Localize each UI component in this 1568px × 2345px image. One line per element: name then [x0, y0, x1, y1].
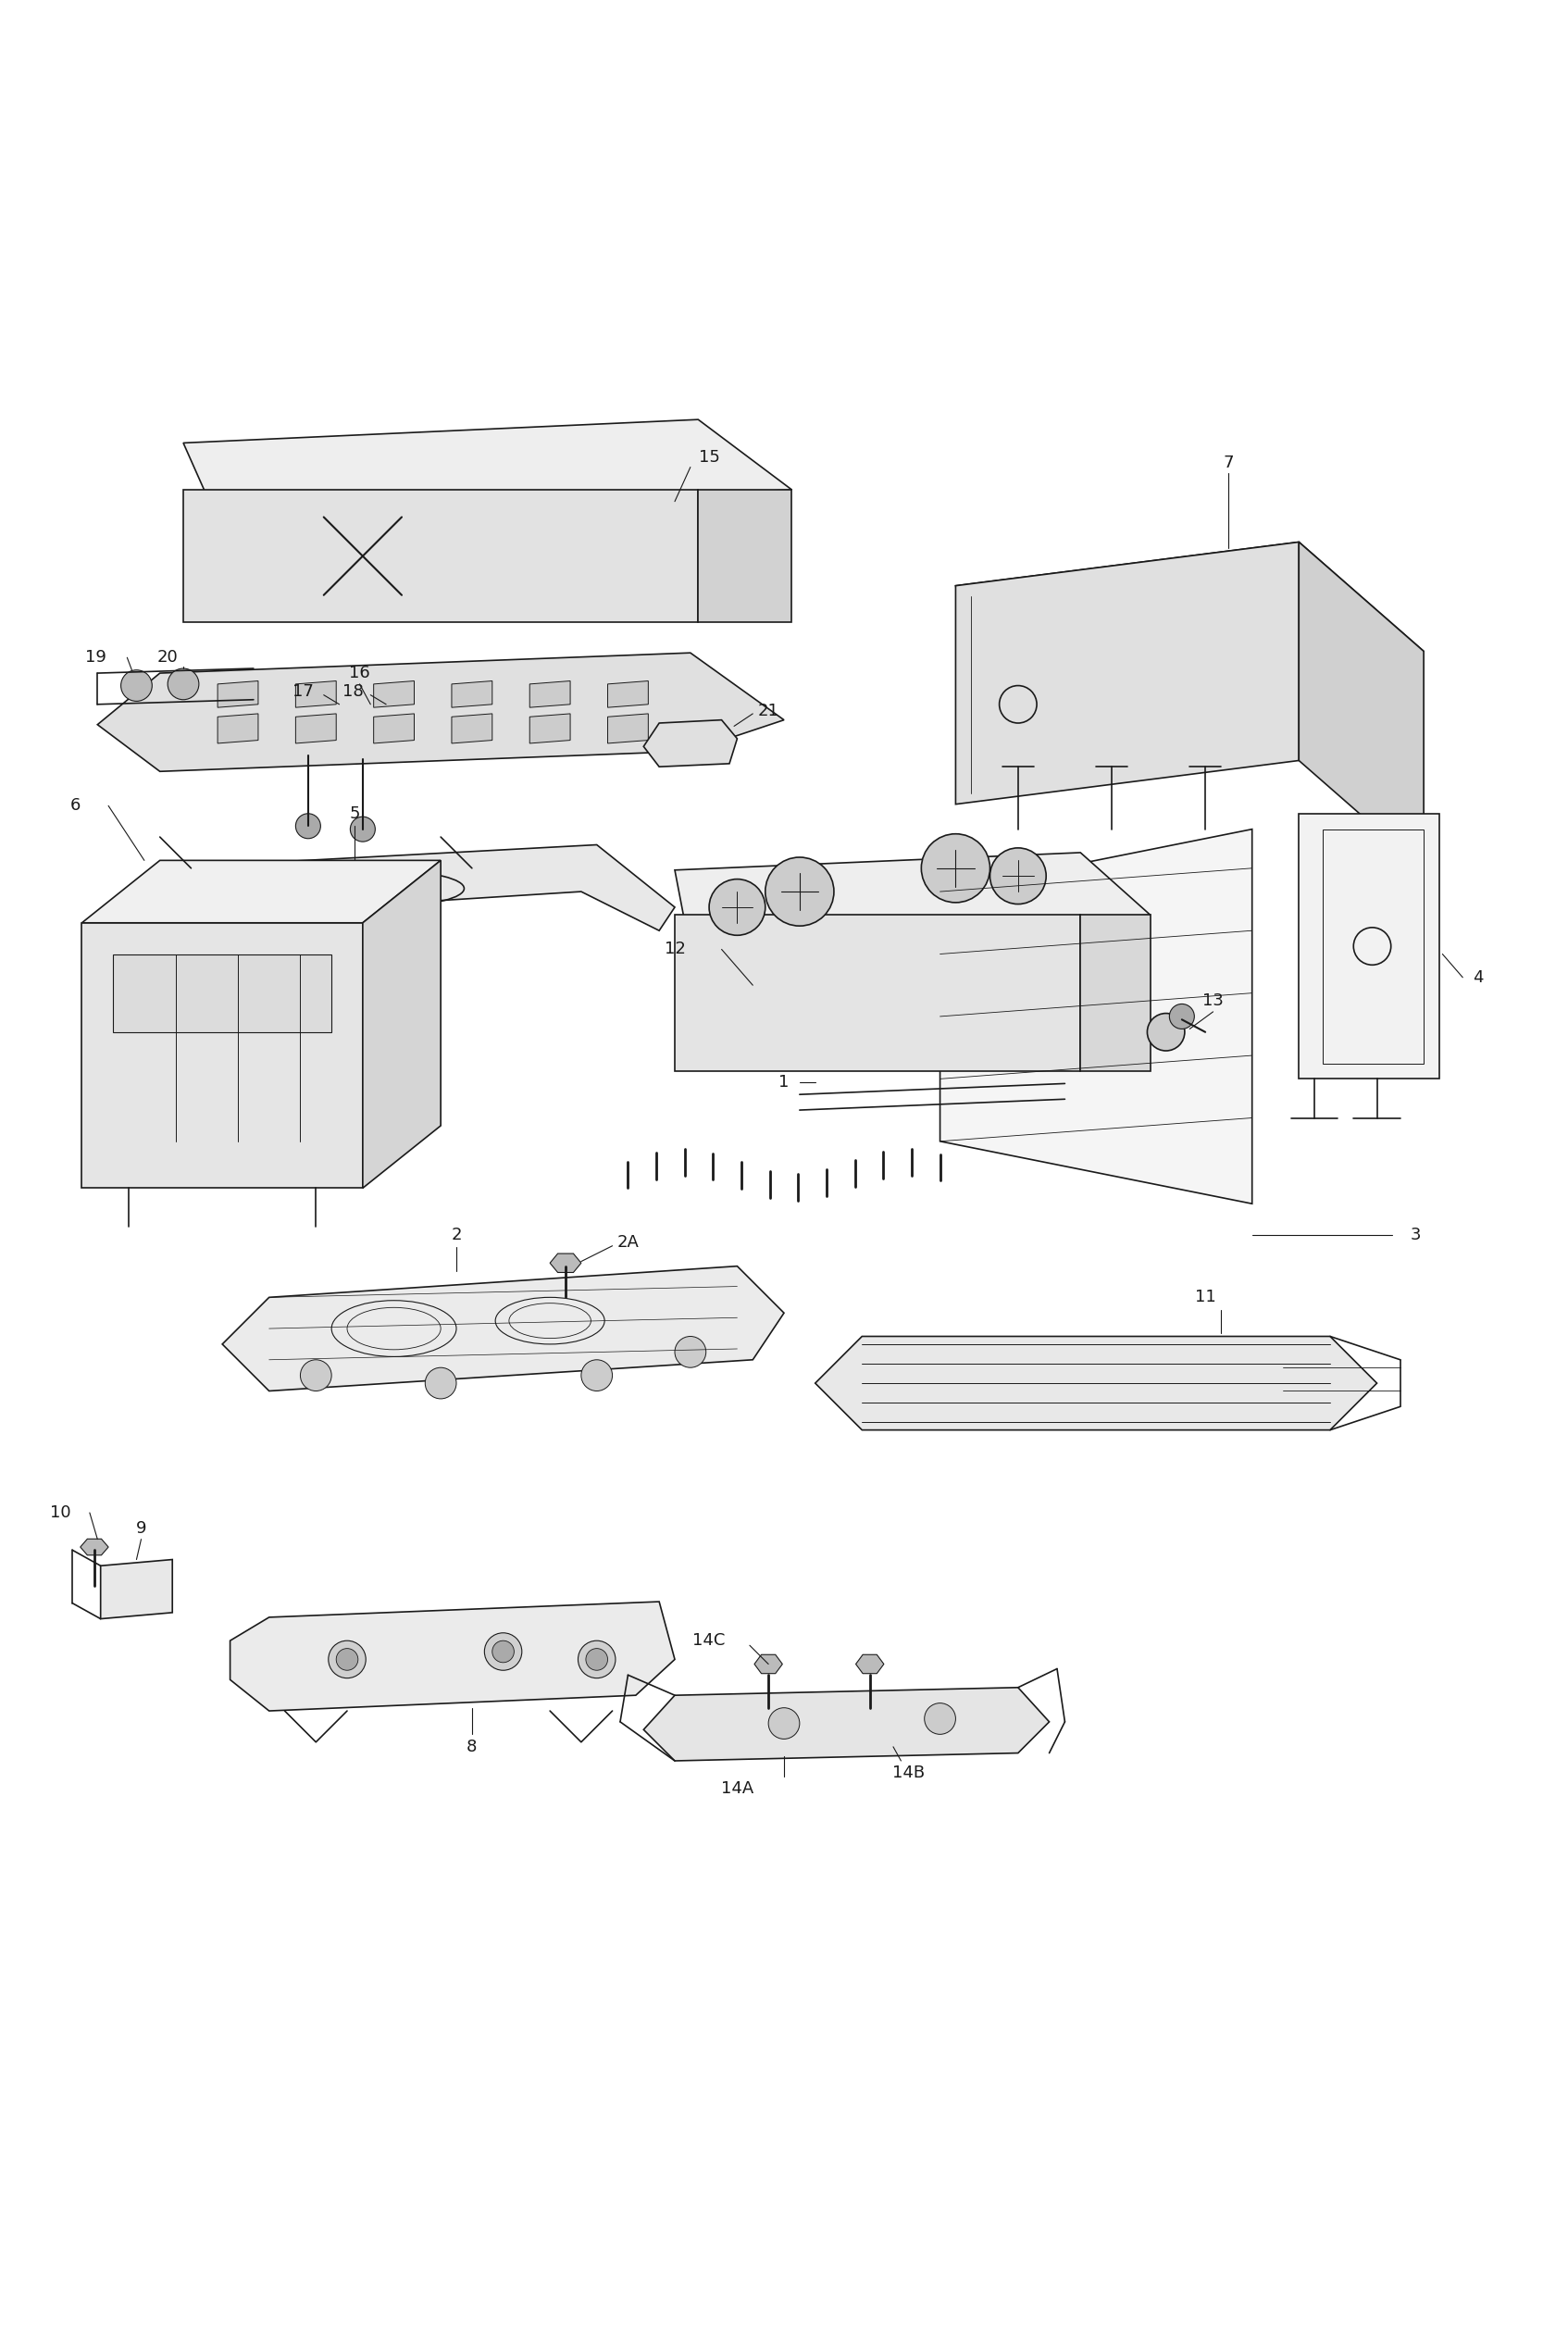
Circle shape — [582, 1360, 613, 1391]
Polygon shape — [674, 915, 1080, 1072]
Polygon shape — [698, 490, 792, 621]
Circle shape — [709, 879, 765, 936]
Polygon shape — [955, 542, 1298, 804]
Text: 12: 12 — [665, 940, 685, 957]
Polygon shape — [550, 1255, 582, 1273]
Polygon shape — [1298, 542, 1424, 870]
Circle shape — [301, 1360, 331, 1391]
Text: 9: 9 — [136, 1520, 146, 1536]
Circle shape — [922, 835, 989, 903]
Polygon shape — [373, 680, 414, 708]
Polygon shape — [373, 713, 414, 743]
Polygon shape — [643, 1688, 1049, 1761]
Polygon shape — [218, 713, 259, 743]
Polygon shape — [754, 1656, 782, 1674]
Polygon shape — [955, 542, 1424, 706]
Text: 13: 13 — [1203, 992, 1223, 1008]
Polygon shape — [230, 1602, 674, 1712]
Circle shape — [1170, 1004, 1195, 1029]
Circle shape — [579, 1642, 616, 1679]
Text: 20: 20 — [157, 650, 179, 666]
Text: 17: 17 — [293, 682, 314, 701]
Polygon shape — [1080, 915, 1151, 1072]
Polygon shape — [218, 680, 259, 708]
Polygon shape — [608, 680, 648, 708]
Polygon shape — [941, 830, 1253, 1203]
Circle shape — [336, 1649, 358, 1670]
Polygon shape — [530, 680, 571, 708]
Text: 6: 6 — [71, 797, 82, 814]
Text: 16: 16 — [350, 664, 370, 682]
Polygon shape — [452, 680, 492, 708]
Text: 14C: 14C — [693, 1632, 726, 1649]
Text: 4: 4 — [1472, 968, 1483, 985]
Polygon shape — [856, 1656, 884, 1674]
Circle shape — [989, 849, 1046, 905]
Circle shape — [425, 1367, 456, 1398]
Text: 19: 19 — [85, 650, 107, 666]
Text: 8: 8 — [467, 1738, 477, 1754]
Polygon shape — [82, 861, 441, 924]
Polygon shape — [452, 713, 492, 743]
Polygon shape — [674, 854, 1151, 936]
Circle shape — [674, 1337, 706, 1367]
Text: 18: 18 — [343, 682, 364, 701]
Polygon shape — [815, 1337, 1377, 1430]
Text: 11: 11 — [1195, 1290, 1215, 1306]
Circle shape — [768, 1707, 800, 1740]
Text: 2A: 2A — [616, 1233, 640, 1250]
Polygon shape — [97, 652, 784, 772]
Circle shape — [485, 1632, 522, 1670]
Polygon shape — [643, 720, 737, 767]
Circle shape — [168, 668, 199, 699]
Text: 2: 2 — [452, 1226, 461, 1243]
Circle shape — [296, 814, 320, 840]
Circle shape — [121, 671, 152, 701]
Text: 14B: 14B — [892, 1766, 925, 1782]
Circle shape — [1148, 1013, 1185, 1051]
Text: 10: 10 — [50, 1505, 71, 1522]
Circle shape — [586, 1649, 608, 1670]
Circle shape — [350, 816, 375, 842]
Text: 5: 5 — [350, 804, 361, 821]
Polygon shape — [183, 420, 792, 514]
Text: 3: 3 — [1411, 1226, 1421, 1243]
Polygon shape — [100, 1559, 172, 1618]
Text: 21: 21 — [757, 701, 779, 720]
Polygon shape — [113, 954, 331, 1032]
Polygon shape — [1298, 814, 1439, 1079]
Polygon shape — [80, 1538, 108, 1555]
Circle shape — [328, 1642, 365, 1679]
Polygon shape — [362, 861, 441, 1189]
Polygon shape — [608, 713, 648, 743]
Text: 15: 15 — [698, 450, 720, 467]
Polygon shape — [82, 924, 362, 1189]
Text: 1: 1 — [779, 1074, 789, 1090]
Polygon shape — [530, 713, 571, 743]
Text: 7: 7 — [1223, 455, 1234, 471]
Polygon shape — [160, 844, 674, 931]
Circle shape — [765, 858, 834, 926]
Circle shape — [925, 1702, 955, 1735]
Text: 14A: 14A — [721, 1780, 754, 1796]
Polygon shape — [296, 713, 336, 743]
Polygon shape — [223, 1266, 784, 1391]
Polygon shape — [296, 680, 336, 708]
Circle shape — [492, 1642, 514, 1663]
Polygon shape — [183, 490, 698, 621]
